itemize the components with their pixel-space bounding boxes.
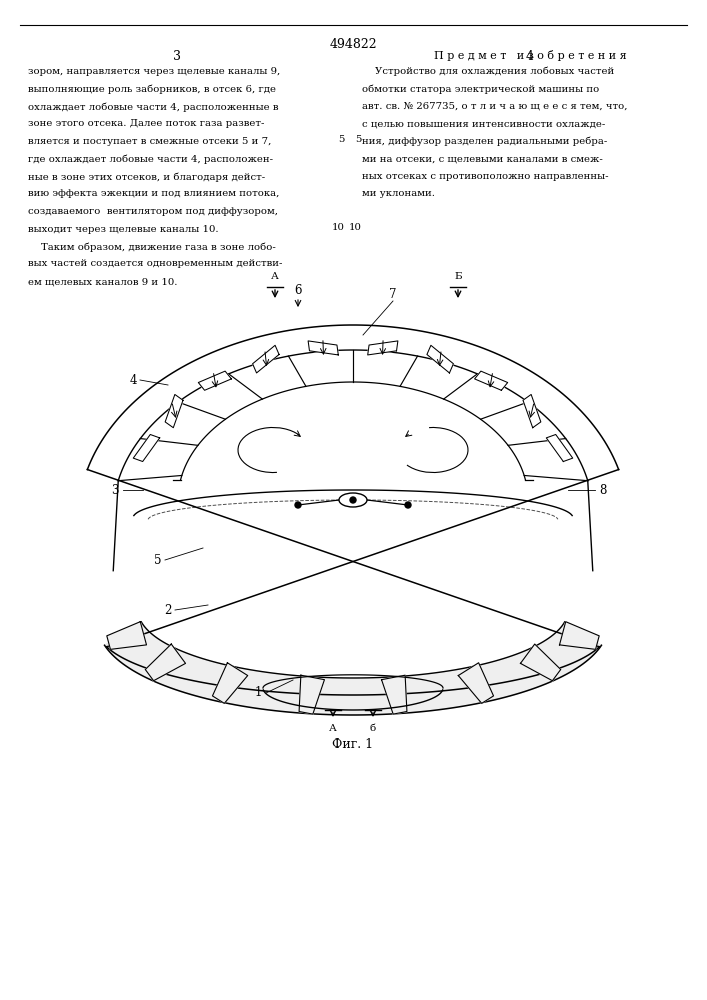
Polygon shape [105, 622, 602, 715]
Text: 5: 5 [356, 135, 362, 144]
Ellipse shape [339, 493, 367, 507]
Text: ных отсеках с противоположно направленны-: ных отсеках с противоположно направленны… [362, 172, 609, 181]
Text: вию эффекта эжекции и под влиянием потока,: вию эффекта эжекции и под влиянием поток… [28, 190, 279, 198]
Text: создаваемого  вентилятором под диффузором,: создаваемого вентилятором под диффузором… [28, 207, 278, 216]
Text: авт. св. № 267735, о т л и ч а ю щ е е с я тем, что,: авт. св. № 267735, о т л и ч а ю щ е е с… [362, 102, 628, 111]
Circle shape [295, 502, 301, 508]
Text: зоне этого отсека. Далее поток газа развет-: зоне этого отсека. Далее поток газа разв… [28, 119, 264, 128]
Text: 5: 5 [339, 135, 345, 144]
Text: Фиг. 1: Фиг. 1 [332, 738, 373, 751]
Text: зором, направляется через щелевые каналы 9,: зором, направляется через щелевые каналы… [28, 67, 280, 76]
Polygon shape [458, 663, 493, 703]
Text: 4: 4 [526, 50, 534, 63]
Polygon shape [427, 345, 453, 373]
Text: Б: Б [454, 272, 462, 281]
Text: охлаждает лобовые части 4, расположенные в: охлаждает лобовые части 4, расположенные… [28, 102, 279, 111]
Text: ми на отсеки, с щелевыми каналами в смеж-: ми на отсеки, с щелевыми каналами в смеж… [362, 154, 603, 163]
Text: 5: 5 [154, 554, 162, 566]
Text: 494822: 494822 [329, 38, 377, 51]
Text: 3: 3 [111, 484, 119, 496]
Text: б: б [370, 724, 376, 733]
Polygon shape [199, 371, 231, 390]
Polygon shape [368, 341, 398, 355]
Text: с целью повышения интенсивности охлажде-: с целью повышения интенсивности охлажде- [362, 119, 605, 128]
Text: А: А [271, 272, 279, 281]
Polygon shape [213, 663, 247, 703]
Text: А: А [329, 724, 337, 733]
Polygon shape [165, 394, 183, 428]
Text: вых частей создается одновременным действи-: вых частей создается одновременным дейст… [28, 259, 282, 268]
Text: выходит через щелевые каналы 10.: выходит через щелевые каналы 10. [28, 225, 218, 233]
Text: Таким образом, движение газа в зоне лобо-: Таким образом, движение газа в зоне лобо… [28, 242, 276, 251]
Polygon shape [252, 345, 279, 373]
Polygon shape [559, 622, 600, 649]
Text: 10: 10 [332, 223, 345, 232]
Text: где охлаждает лобовые части 4, расположен-: где охлаждает лобовые части 4, расположе… [28, 154, 273, 164]
Text: 1: 1 [255, 686, 262, 700]
Text: 3: 3 [173, 50, 181, 63]
Text: ные в зоне этих отсеков, и благодаря дейст-: ные в зоне этих отсеков, и благодаря дей… [28, 172, 265, 182]
Text: ем щелевых каналов 9 и 10.: ем щелевых каналов 9 и 10. [28, 277, 177, 286]
Polygon shape [523, 394, 541, 428]
Text: ми уклонами.: ми уклонами. [362, 190, 435, 198]
Polygon shape [133, 434, 160, 462]
Text: 8: 8 [600, 484, 607, 496]
Text: 7: 7 [390, 288, 397, 302]
Text: 6: 6 [294, 284, 302, 296]
Polygon shape [520, 644, 561, 681]
Polygon shape [547, 434, 573, 462]
Text: вляется и поступает в смежные отсеки 5 и 7,: вляется и поступает в смежные отсеки 5 и… [28, 137, 271, 146]
Text: 10: 10 [349, 223, 362, 232]
Text: обмотки статора электрической машины по: обмотки статора электрической машины по [362, 85, 600, 94]
Text: выполняющие роль заборников, в отсек 6, где: выполняющие роль заборников, в отсек 6, … [28, 85, 276, 94]
Polygon shape [474, 371, 508, 390]
Polygon shape [308, 341, 339, 355]
Text: 4: 4 [129, 373, 136, 386]
Text: ния, диффузор разделен радиальными ребра-: ния, диффузор разделен радиальными ребра… [362, 137, 607, 146]
Circle shape [405, 502, 411, 508]
Text: 2: 2 [164, 603, 172, 616]
Polygon shape [382, 675, 407, 714]
Text: П р е д м е т   и з о б р е т е н и я: П р е д м е т и з о б р е т е н и я [433, 50, 626, 61]
Text: Устройство для охлаждения лобовых частей: Устройство для охлаждения лобовых частей [362, 67, 614, 77]
Polygon shape [145, 644, 185, 681]
Circle shape [350, 497, 356, 503]
Polygon shape [299, 675, 325, 714]
Polygon shape [107, 622, 146, 649]
